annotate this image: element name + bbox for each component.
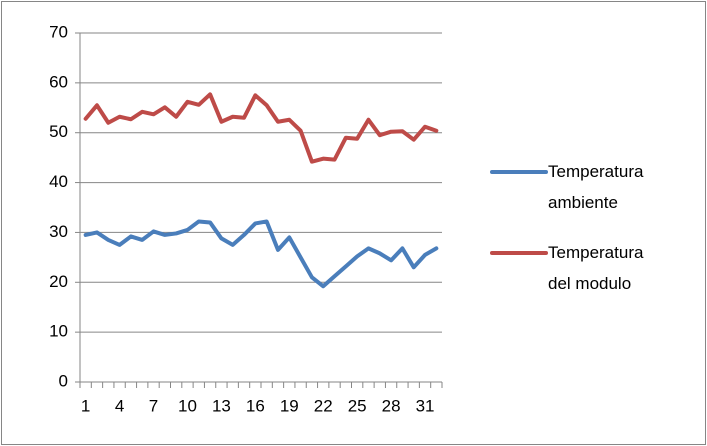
series-line bbox=[83, 219, 439, 289]
x-tick-label: 7 bbox=[149, 396, 158, 415]
x-tick-label: 25 bbox=[348, 396, 367, 415]
x-tick-label: 31 bbox=[416, 396, 435, 415]
y-tick-label: 20 bbox=[49, 272, 68, 291]
x-tick-label: 13 bbox=[212, 396, 231, 415]
y-tick-label: 30 bbox=[49, 222, 68, 241]
x-tick-label: 16 bbox=[246, 396, 265, 415]
x-tick-label: 1 bbox=[81, 396, 90, 415]
x-tick-label: 22 bbox=[314, 396, 333, 415]
y-tick-label: 0 bbox=[59, 371, 68, 390]
legend-label: Temperatura del modulo bbox=[548, 243, 644, 293]
y-tick-label: 60 bbox=[49, 72, 68, 91]
y-tick-label: 40 bbox=[49, 172, 68, 191]
x-tick-label: 19 bbox=[280, 396, 299, 415]
x-tick-label: 10 bbox=[178, 396, 197, 415]
series-line bbox=[83, 92, 439, 164]
y-tick-label: 70 bbox=[49, 22, 68, 41]
y-tick-label: 10 bbox=[49, 322, 68, 341]
legend-label: Temperatura ambiente bbox=[548, 162, 644, 212]
y-tick-label: 50 bbox=[49, 122, 68, 141]
x-tick-label: 28 bbox=[382, 396, 401, 415]
x-tick-label: 4 bbox=[115, 396, 124, 415]
